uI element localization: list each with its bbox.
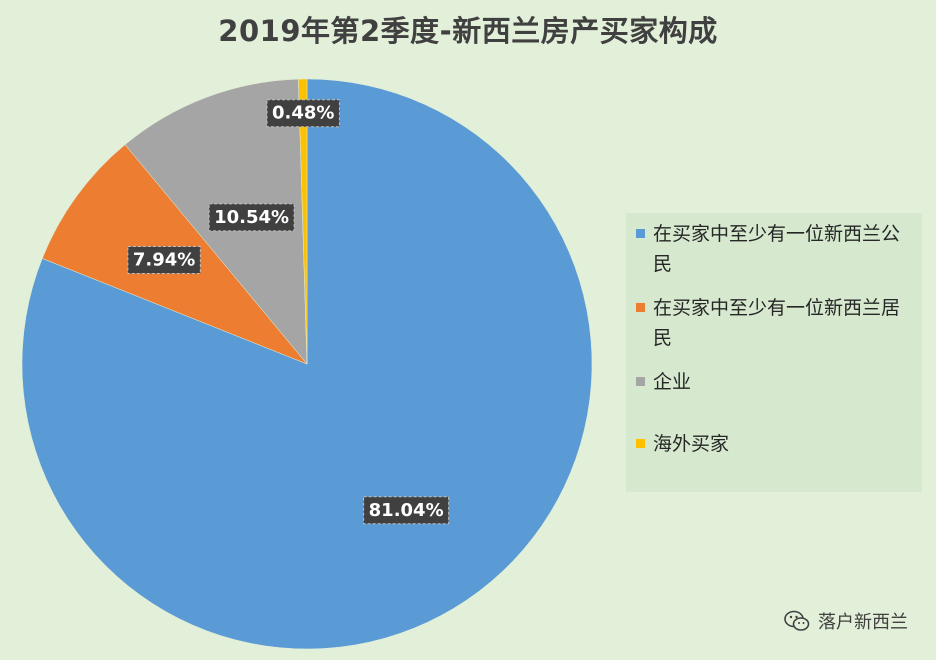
svg-text:81.04%: 81.04% [369, 500, 444, 521]
watermark-text: 落户新西兰 [818, 612, 908, 633]
chart-title: 2019年第2季度-新西兰房产买家构成 [218, 14, 718, 48]
legend-swatch-business [636, 377, 645, 386]
legend-label-business: 企业 [653, 371, 692, 393]
legend-swatch-nz-resident [636, 303, 645, 312]
legend-swatch-overseas [636, 439, 645, 448]
watermark: 落户新西兰 [784, 608, 908, 634]
legend: 在买家中至少有一位新西兰公民 在买家中至少有一位新西兰居民 企业 海外买家 [626, 213, 922, 492]
data-label-overseas: 0.48% [266, 99, 340, 128]
svg-text:0.48%: 0.48% [272, 103, 334, 124]
slice-overseas [298, 78, 308, 365]
svg-text:10.54%: 10.54% [214, 207, 289, 228]
data-label-nz-resident: 7.94% [127, 246, 201, 275]
svg-text:7.94%: 7.94% [133, 250, 195, 271]
legend-label-nz-resident: 在买家中至少有一位新西兰居民 [653, 297, 901, 349]
pie-data-labels: 81.04% 7.94% 10.54% 0.48% [127, 99, 450, 525]
legend-item-nz-citizen: 在买家中至少有一位新西兰公民 [636, 219, 914, 279]
data-label-business: 10.54% [208, 203, 295, 232]
legend-swatch-nz-citizen [636, 229, 645, 238]
legend-item-nz-resident: 在买家中至少有一位新西兰居民 [636, 293, 914, 353]
legend-label-nz-citizen: 在买家中至少有一位新西兰公民 [653, 223, 901, 275]
pie-slices [21, 78, 593, 650]
wechat-icon [784, 610, 810, 631]
data-label-nz-citizen: 81.04% [363, 496, 450, 525]
legend-item-overseas: 海外买家 [636, 429, 914, 459]
legend-label-overseas: 海外买家 [653, 433, 730, 455]
legend-item-business: 企业 [636, 367, 914, 397]
